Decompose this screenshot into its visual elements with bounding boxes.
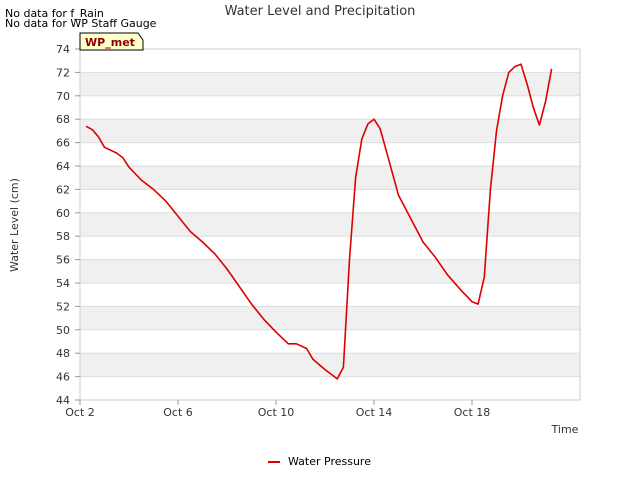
y-axis-title: Water Level (cm) (8, 178, 21, 272)
plot-bands (80, 72, 580, 377)
y-tick-label: 50 (56, 324, 70, 337)
y-tick-label: 44 (56, 394, 70, 407)
plot-band (80, 212, 580, 237)
no-data-note-staff-gauge: No data for WP Staff Gauge (5, 17, 157, 30)
y-tick-label: 74 (56, 43, 70, 56)
y-tick-label: 68 (56, 113, 70, 126)
legend-label-water-pressure: Water Pressure (288, 455, 371, 468)
station-badge-label: WP_met (85, 36, 135, 49)
y-tick-label: 52 (56, 300, 70, 313)
no-data-note-rain: No data for f_Rain (5, 7, 104, 20)
series-line-water-pressure (85, 63, 553, 380)
y-tick-label: 60 (56, 207, 70, 220)
y-tick-label: 58 (56, 230, 70, 243)
station-badge: WP_met (79, 32, 144, 51)
plot-band (80, 353, 580, 377)
plot-band (80, 306, 580, 330)
x-tick-label: Oct 14 (356, 406, 393, 419)
y-tick-label: 70 (56, 90, 70, 103)
y-tick-label: 54 (56, 277, 70, 290)
chart-title: Water Level and Precipitation (225, 4, 416, 19)
plot-band (80, 166, 580, 190)
x-tick-label: Oct 2 (65, 406, 95, 419)
plot-band (80, 119, 580, 143)
x-tick-label: Oct 18 (454, 406, 491, 419)
y-tick-label: 46 (56, 371, 70, 384)
x-tick-label: Oct 10 (258, 406, 295, 419)
station-badge-shape (79, 32, 144, 51)
y-axis-ticks: 44 46 48 50 52 54 56 58 60 62 64 66 68 70 72 74 (56, 43, 80, 407)
y-tick-label: 66 (56, 137, 70, 150)
x-axis-title: Time (551, 423, 579, 436)
y-tick-label: 56 (56, 254, 70, 267)
y-tick-label: 72 (56, 66, 70, 79)
plot-frame (79, 48, 581, 401)
legend: Water Pressure (268, 455, 371, 468)
plot-band (80, 259, 580, 283)
y-tick-label: 48 (56, 347, 70, 360)
plot-band (80, 72, 580, 96)
y-tick-label: 64 (56, 160, 70, 173)
y-tick-label: 62 (56, 183, 70, 196)
x-axis-ticks: Oct 2 Oct 6 Oct 10 Oct 14 Oct 18 (65, 400, 490, 419)
x-tick-label: Oct 6 (163, 406, 193, 419)
